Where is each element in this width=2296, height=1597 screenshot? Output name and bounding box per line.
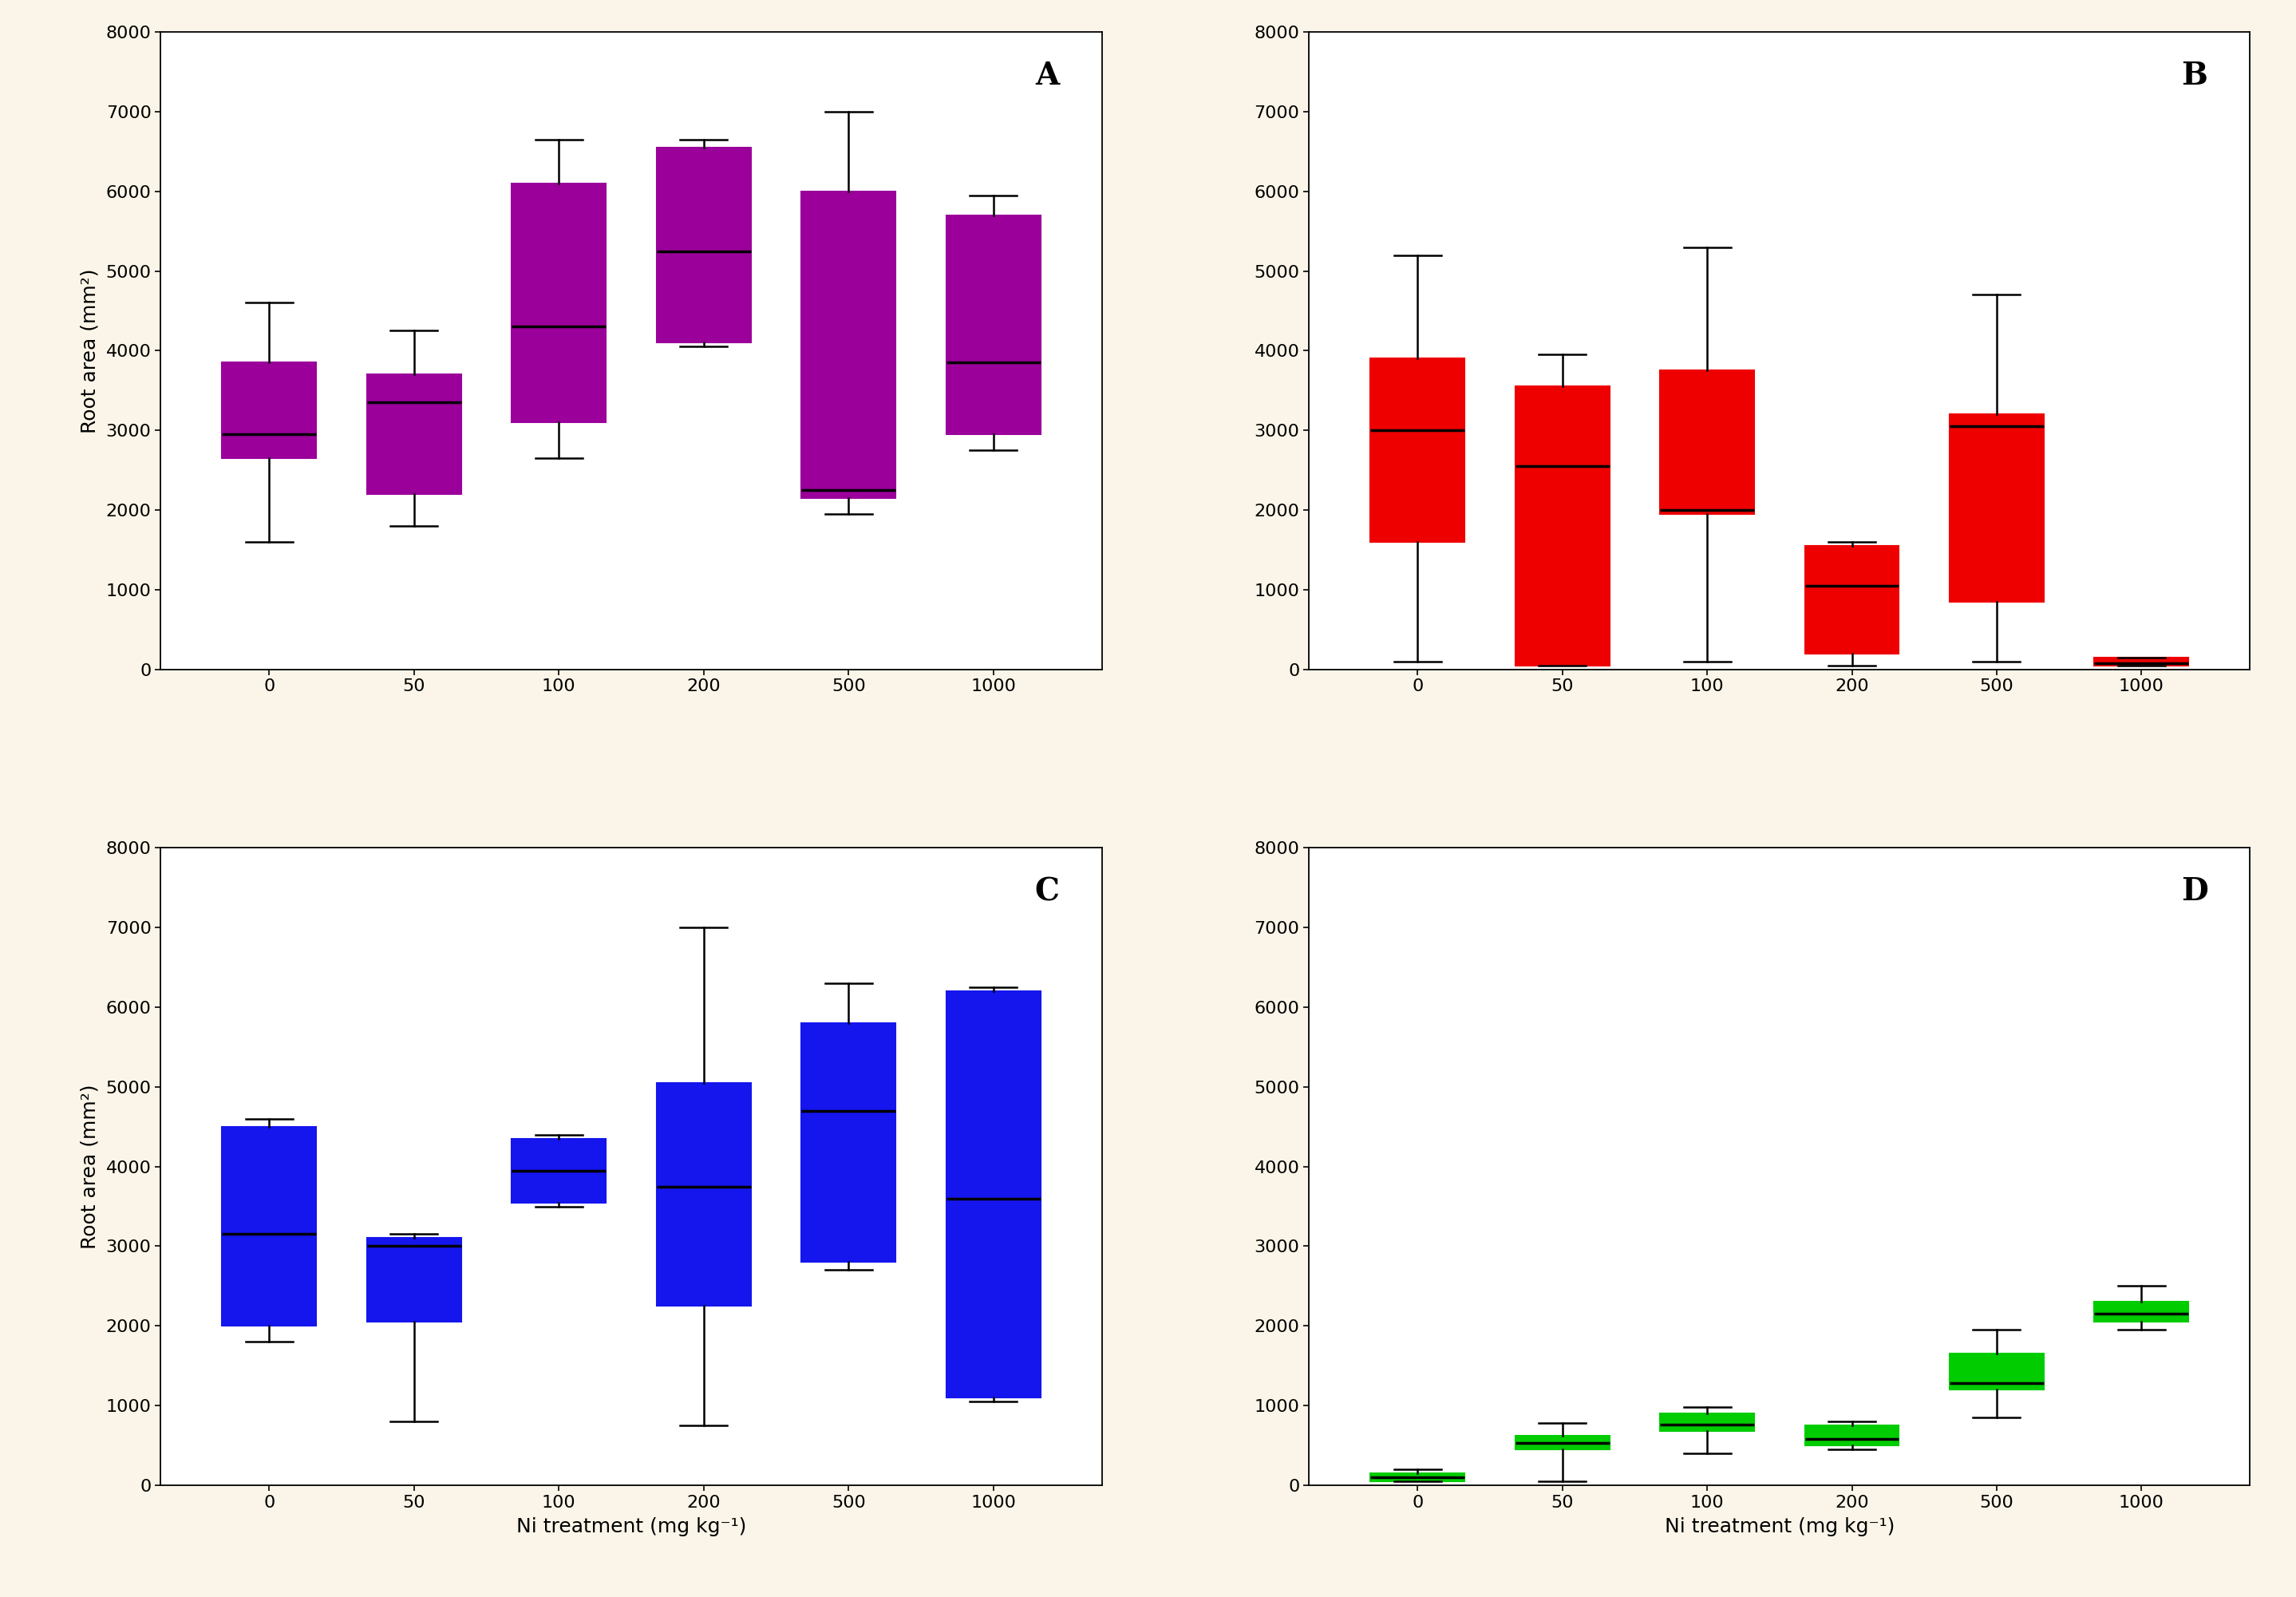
Text: B: B: [2181, 61, 2209, 91]
PathPatch shape: [1371, 1474, 1465, 1482]
PathPatch shape: [1949, 1354, 2043, 1389]
PathPatch shape: [367, 1238, 461, 1322]
PathPatch shape: [223, 1126, 317, 1326]
PathPatch shape: [1515, 386, 1609, 666]
PathPatch shape: [1515, 1436, 1609, 1450]
PathPatch shape: [946, 992, 1040, 1397]
PathPatch shape: [512, 184, 606, 422]
Y-axis label: Root area (mm²): Root area (mm²): [80, 1084, 99, 1249]
Y-axis label: Root area (mm²): Root area (mm²): [80, 268, 99, 433]
PathPatch shape: [1660, 1413, 1754, 1431]
PathPatch shape: [657, 1083, 751, 1306]
PathPatch shape: [657, 147, 751, 343]
PathPatch shape: [1805, 546, 1899, 653]
PathPatch shape: [2094, 658, 2188, 666]
PathPatch shape: [1805, 1426, 1899, 1445]
PathPatch shape: [946, 216, 1040, 434]
PathPatch shape: [1949, 414, 2043, 602]
PathPatch shape: [512, 1139, 606, 1203]
PathPatch shape: [1371, 359, 1465, 541]
Text: D: D: [2181, 877, 2209, 907]
PathPatch shape: [367, 375, 461, 493]
PathPatch shape: [801, 192, 895, 498]
X-axis label: Ni treatment (mg kg⁻¹): Ni treatment (mg kg⁻¹): [517, 1517, 746, 1536]
PathPatch shape: [223, 363, 317, 458]
Text: C: C: [1035, 877, 1058, 907]
PathPatch shape: [2094, 1302, 2188, 1322]
X-axis label: Ni treatment (mg kg⁻¹): Ni treatment (mg kg⁻¹): [1665, 1517, 1894, 1536]
PathPatch shape: [801, 1024, 895, 1262]
Text: A: A: [1035, 61, 1058, 91]
PathPatch shape: [1660, 371, 1754, 514]
